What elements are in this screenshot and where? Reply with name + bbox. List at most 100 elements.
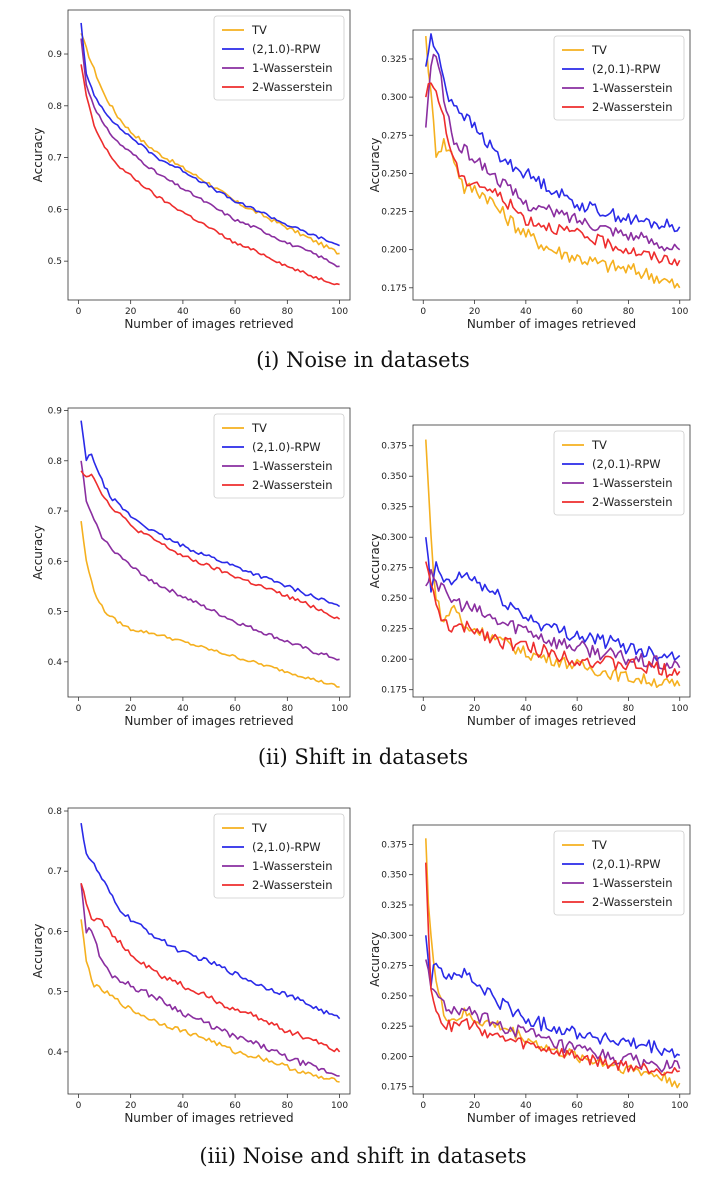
x-tick-label: 0 — [420, 307, 426, 317]
x-axis-label: Number of images retrieved — [467, 317, 636, 331]
x-tick-label: 100 — [331, 704, 348, 714]
x-tick-label: 20 — [469, 1101, 481, 1111]
y-tick-label: 0.8 — [48, 457, 63, 467]
chart-shift-left: 0 20 40 60 80 100 0.4 0.5 0.6 0.7 0.8 0.9 Number of … — [31, 407, 351, 728]
series-line-1-wasserstein — [80, 38, 340, 268]
series-line-2-1-0-rpw — [80, 22, 340, 247]
legend-box — [213, 15, 345, 101]
y-tick-label: 0.4 — [48, 1048, 63, 1058]
y-tick-label: 0.175 — [381, 284, 407, 294]
x-axis-label: Number of images retrieved — [124, 714, 293, 728]
legend-label: 2-Wasserstein — [592, 100, 673, 114]
series-line-tv — [425, 838, 681, 1089]
y-tick-label: 0.250 — [381, 594, 407, 604]
series-line-2-0-1-rpw — [425, 33, 681, 233]
x-tick-label: 60 — [571, 307, 583, 317]
x-axis-label: Number of images retrieved — [467, 714, 636, 728]
x-tick-label: 80 — [623, 704, 635, 714]
chart-noise-left: 0 20 40 60 80 100 0.5 0.6 0.7 0.8 0.9 Number of ima… — [31, 9, 351, 331]
x-tick-label: 100 — [331, 1101, 348, 1111]
x-tick-label: 100 — [671, 307, 688, 317]
y-tick-label: 0.9 — [48, 50, 63, 60]
plot-frame — [412, 824, 691, 1095]
x-tick-label: 80 — [623, 1101, 635, 1111]
chart-shift-right: 0 20 40 60 80 100 0.175 0.200 0.225 0.250 0.275 0.3… — [368, 424, 691, 728]
x-tick-label: 60 — [229, 1101, 241, 1111]
y-tick-label: 0.275 — [381, 564, 407, 574]
series-line-2-0-1-rpw — [425, 537, 681, 662]
y-tick-label: 0.175 — [381, 686, 407, 696]
series-line-1-wasserstein — [425, 568, 681, 670]
legend-label: TV — [591, 838, 607, 852]
y-tick-label: 0.8 — [48, 807, 63, 817]
x-tick-label: 60 — [229, 307, 241, 317]
legend-label: 2-Wasserstein — [252, 80, 333, 94]
legend-label: (2,0.1)-RPW — [592, 62, 661, 76]
x-tick-label: 40 — [520, 1101, 532, 1111]
y-tick-label: 0.250 — [381, 169, 407, 179]
legend-label: 2-Wasserstein — [252, 878, 333, 892]
y-tick-label: 0.8 — [48, 102, 63, 112]
x-tick-label: 0 — [76, 1101, 82, 1111]
legend-label: TV — [251, 821, 267, 835]
legend-label: 2-Wasserstein — [592, 895, 673, 909]
series-line-2-wasserstein — [425, 862, 680, 1076]
x-tick-label: 60 — [571, 1101, 583, 1111]
x-tick-label: 80 — [623, 307, 635, 317]
y-axis-label: Accuracy — [31, 128, 45, 183]
x-tick-label: 20 — [125, 704, 137, 714]
x-tick-label: 80 — [282, 704, 294, 714]
legend-box — [213, 413, 345, 499]
y-tick-label: 0.175 — [381, 1083, 407, 1093]
y-tick-label: 0.7 — [48, 867, 62, 877]
legend-label: TV — [251, 23, 267, 37]
x-tick-label: 0 — [76, 704, 82, 714]
series-line-tv — [80, 32, 340, 255]
legend-box — [553, 430, 685, 516]
caption-shift: (ii) Shift in datasets — [258, 745, 468, 769]
series-line-1-wasserstein — [80, 883, 340, 1077]
y-tick-label: 0.7 — [48, 507, 62, 517]
legend-label: 2-Wasserstein — [592, 495, 673, 509]
y-axis-label: Accuracy — [368, 138, 382, 193]
y-tick-label: 0.225 — [381, 625, 407, 635]
x-tick-label: 40 — [177, 704, 189, 714]
series-line-tv — [425, 439, 681, 688]
series-line-tv — [425, 36, 681, 289]
legend-label: 1-Wasserstein — [592, 876, 673, 890]
y-tick-label: 0.375 — [381, 840, 407, 850]
x-tick-label: 40 — [177, 1101, 189, 1111]
y-tick-label: 0.325 — [381, 503, 407, 513]
series-line-1-wasserstein — [425, 959, 681, 1073]
legend-label: TV — [591, 43, 607, 57]
x-tick-label: 60 — [229, 704, 241, 714]
x-tick-label: 100 — [331, 307, 348, 317]
series-line-2-wasserstein — [80, 64, 340, 286]
x-axis-label: Number of images retrieved — [124, 317, 293, 331]
y-tick-label: 0.225 — [381, 208, 407, 218]
x-tick-label: 60 — [571, 704, 583, 714]
x-tick-label: 0 — [76, 307, 82, 317]
y-tick-label: 0.350 — [381, 472, 407, 482]
y-axis-label: Accuracy — [368, 534, 382, 589]
legend-label: 1-Wasserstein — [252, 61, 333, 75]
y-tick-label: 0.325 — [381, 901, 407, 911]
x-tick-label: 20 — [125, 1101, 137, 1111]
y-axis-label: Accuracy — [31, 924, 45, 979]
series-line-2-0-1-rpw — [425, 935, 680, 1059]
legend-label: TV — [591, 438, 607, 452]
y-tick-label: 0.225 — [381, 1022, 407, 1032]
x-tick-label: 40 — [520, 704, 532, 714]
y-tick-label: 0.6 — [48, 205, 63, 215]
plot-frame — [67, 807, 351, 1095]
legend-label: 1-Wasserstein — [252, 459, 333, 473]
y-tick-label: 0.9 — [48, 407, 63, 417]
legend-box — [553, 35, 685, 121]
series-line-tv — [80, 919, 340, 1083]
legend-label: TV — [251, 421, 267, 435]
y-tick-label: 0.6 — [48, 557, 63, 567]
x-tick-label: 20 — [125, 307, 137, 317]
x-axis-label: Number of images retrieved — [467, 1111, 636, 1125]
y-tick-label: 0.300 — [381, 931, 407, 941]
